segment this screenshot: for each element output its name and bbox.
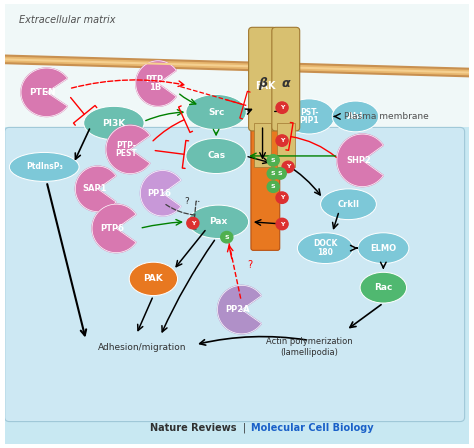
- Ellipse shape: [360, 272, 407, 303]
- Polygon shape: [136, 61, 176, 106]
- Circle shape: [276, 102, 288, 113]
- Circle shape: [221, 232, 233, 243]
- Circle shape: [267, 155, 279, 166]
- Text: PP1δ: PP1δ: [147, 189, 171, 198]
- Text: Src: Src: [208, 108, 224, 116]
- Polygon shape: [75, 166, 116, 211]
- Text: Actin polymerization
(lamellipodia): Actin polymerization (lamellipodia): [266, 337, 352, 357]
- Bar: [5, 127, 469, 444]
- Polygon shape: [21, 68, 67, 116]
- Text: S: S: [278, 171, 283, 176]
- Ellipse shape: [283, 99, 335, 134]
- Polygon shape: [337, 134, 383, 187]
- Ellipse shape: [297, 233, 353, 263]
- Ellipse shape: [186, 138, 246, 173]
- Ellipse shape: [129, 262, 178, 296]
- Polygon shape: [92, 204, 136, 253]
- Circle shape: [276, 135, 288, 146]
- Ellipse shape: [186, 95, 246, 129]
- Polygon shape: [218, 285, 262, 334]
- Text: β: β: [258, 78, 267, 90]
- Text: S: S: [271, 158, 275, 163]
- Ellipse shape: [9, 152, 79, 181]
- Text: Y: Y: [280, 221, 284, 227]
- Text: FAK: FAK: [255, 81, 275, 90]
- Bar: [254, 123, 272, 167]
- Text: PTPδ: PTPδ: [100, 224, 125, 233]
- Text: Y: Y: [280, 138, 284, 143]
- Text: PI3K: PI3K: [102, 119, 126, 128]
- FancyBboxPatch shape: [5, 127, 465, 422]
- Bar: [5, 4, 469, 127]
- Text: |: |: [242, 422, 246, 433]
- Text: PtdInsP₃: PtdInsP₃: [26, 163, 63, 172]
- Text: DOCK
180: DOCK 180: [313, 240, 337, 257]
- Text: PTP
1B: PTP 1B: [146, 75, 164, 92]
- Text: α: α: [282, 78, 290, 90]
- Text: Abl: Abl: [347, 112, 364, 121]
- Text: Extracellular matrix: Extracellular matrix: [18, 15, 115, 26]
- Text: Y: Y: [191, 220, 195, 226]
- Circle shape: [282, 161, 294, 172]
- Polygon shape: [140, 171, 181, 216]
- Text: PAK: PAK: [144, 274, 163, 284]
- Circle shape: [267, 168, 279, 179]
- Circle shape: [276, 192, 288, 203]
- Text: SHP2: SHP2: [346, 156, 371, 165]
- Ellipse shape: [188, 205, 249, 238]
- Text: CrkII: CrkII: [337, 200, 359, 209]
- Polygon shape: [106, 125, 150, 173]
- Text: ?: ?: [247, 260, 252, 270]
- Text: S: S: [271, 171, 275, 176]
- Text: PP2A: PP2A: [226, 305, 250, 314]
- Text: Rac: Rac: [374, 283, 392, 292]
- Text: ELMO: ELMO: [370, 244, 396, 253]
- Text: Adhesion/migration: Adhesion/migration: [98, 344, 186, 353]
- Ellipse shape: [358, 233, 409, 263]
- Text: Cas: Cas: [207, 151, 225, 160]
- Text: Y: Y: [280, 195, 284, 200]
- Circle shape: [267, 181, 279, 192]
- Text: Molecular Cell Biology: Molecular Cell Biology: [251, 422, 374, 433]
- Text: Y: Y: [286, 164, 291, 169]
- Text: PTEN: PTEN: [29, 88, 56, 97]
- Ellipse shape: [332, 101, 379, 132]
- Text: S: S: [271, 184, 275, 189]
- FancyBboxPatch shape: [248, 27, 276, 131]
- Text: S: S: [225, 235, 229, 240]
- Text: SAP1: SAP1: [82, 185, 107, 194]
- FancyBboxPatch shape: [272, 27, 300, 131]
- Bar: [277, 123, 295, 167]
- Text: Pax: Pax: [210, 217, 228, 226]
- Circle shape: [187, 217, 199, 229]
- FancyBboxPatch shape: [251, 77, 280, 250]
- Text: Nature Reviews: Nature Reviews: [151, 422, 237, 433]
- Text: Plasma membrane: Plasma membrane: [344, 112, 428, 121]
- Text: Y: Y: [280, 105, 284, 110]
- Text: ?: ?: [184, 197, 189, 206]
- Circle shape: [276, 218, 288, 230]
- Text: PST-
PIP1: PST- PIP1: [299, 108, 319, 125]
- Ellipse shape: [84, 106, 144, 140]
- Text: PTP-
PEST: PTP- PEST: [116, 141, 137, 158]
- Circle shape: [274, 168, 286, 179]
- Ellipse shape: [320, 189, 376, 220]
